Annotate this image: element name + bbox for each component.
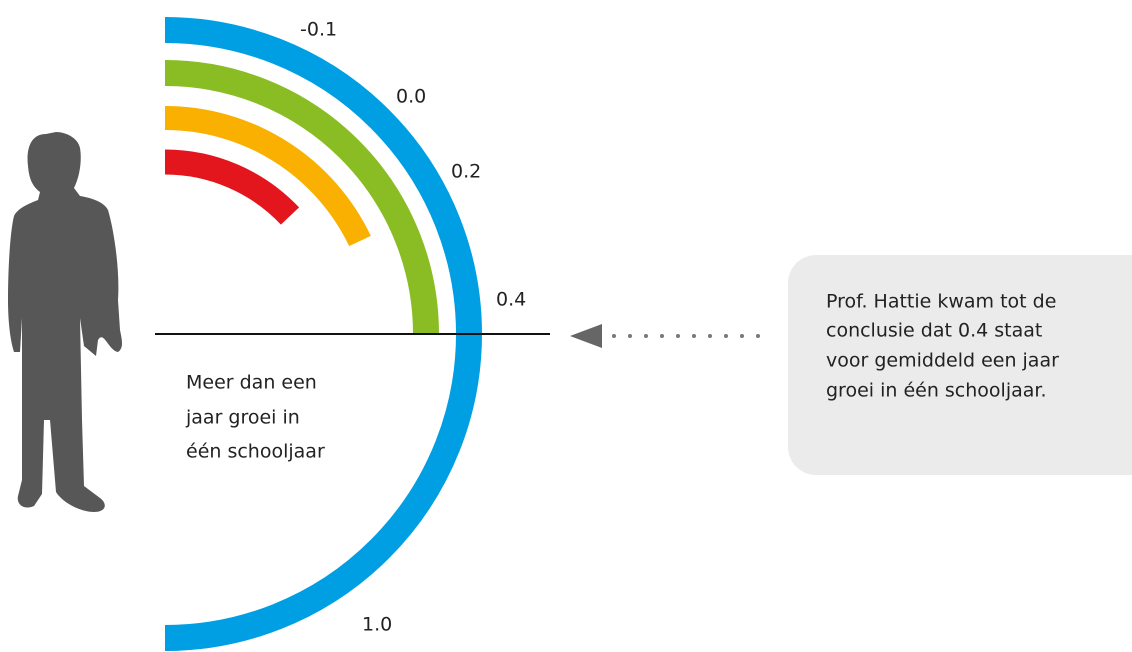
annotation-line: jaar groei in [185,407,300,429]
scale-label: -0.1 [300,19,337,41]
scale-label: 1.0 [362,614,392,636]
red-arc [164,149,300,225]
arrow-head [570,324,602,348]
callout-box [788,255,1132,475]
scale-label: 0.0 [396,86,426,108]
annotation-line: Meer dan een [186,372,317,394]
callout-line: groei in één schooljaar. [826,380,1047,402]
scale-label: 0.4 [496,289,526,311]
orange-arc [164,106,371,247]
scale-label: 0.2 [451,161,481,183]
callout-line: Prof. Hattie kwam tot de [826,291,1056,313]
person-silhouette [8,132,122,512]
annotation-line: één schooljaar [186,441,325,463]
green-arc [164,60,439,335]
callout-line: conclusie dat 0.4 staat [826,320,1042,342]
callout-line: voor gemiddeld een jaar [826,350,1059,372]
